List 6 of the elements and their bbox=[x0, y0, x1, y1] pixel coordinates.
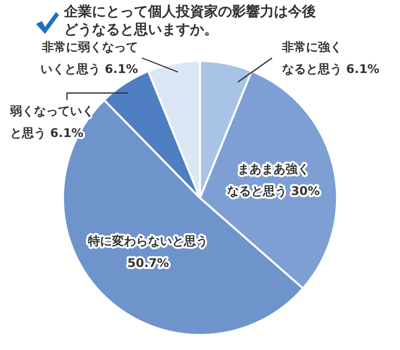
chart-title: 企業にとって個人投資家の影響力は今後どうなると思いますか。 bbox=[64, 3, 317, 39]
slice-label: 非常に弱くなっていくと思う 6.1% bbox=[40, 40, 138, 76]
slice-label: まあまあ強くなると思う 30% bbox=[226, 162, 320, 198]
slice-label: 非常に強くなると思う 6.1% bbox=[281, 40, 380, 76]
slice-label: 特に変わらないと思う bbox=[87, 234, 208, 248]
data-label: 50.7% bbox=[127, 256, 169, 270]
